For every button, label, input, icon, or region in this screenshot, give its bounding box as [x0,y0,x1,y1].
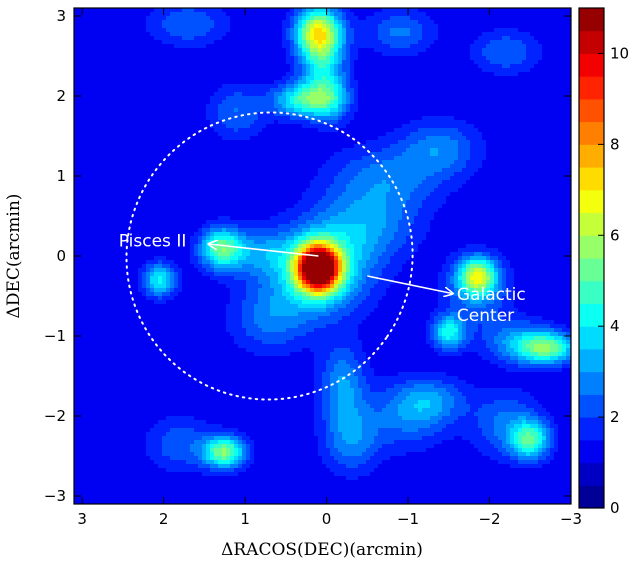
colorbar-band [579,348,604,373]
colorbar-band [579,280,604,304]
x-tick-label: 3 [77,510,87,528]
annotation-label: Galactic [457,285,526,305]
y-tick-label: 0 [56,247,66,265]
annotation-label: Pisces II [119,231,187,251]
colorbar-ticks: 0 2 4 6 8 10 [598,44,629,517]
colorbar-band [579,212,604,236]
x-tick-label: 1 [240,510,250,528]
x-tick-label: 0 [322,510,332,528]
colorbar-band [579,8,604,32]
colorbar-band [579,144,604,168]
colorbar-band [579,98,604,123]
colorbar-frame [578,7,605,509]
colorbar-band [579,371,604,395]
y-tick-label: −3 [44,487,66,505]
colorbar-tick-label: 0 [610,499,620,517]
contour-field [74,8,571,504]
colorbar-tick-label: 8 [610,135,620,153]
colorbar-band [579,258,604,282]
y-tick-label: 2 [56,87,66,105]
x-axis-title: ΔRACOS(DEC)(arcmin) [221,540,423,560]
colorbar-band [579,121,604,145]
ellipse-outline [125,111,414,401]
y-tick-label: 3 [56,7,66,25]
survey-ellipse [125,111,414,401]
colorbar-band [579,485,604,509]
y-tick-label: −1 [44,327,66,345]
x-tick-label: 2 [159,510,169,528]
colorbar-tick-label: 2 [610,408,620,426]
colorbar-band [579,189,604,214]
colorbar-tick-label: 10 [610,44,629,62]
colorbar-tick-label: 4 [610,317,620,335]
x-tick-label: −1 [397,510,419,528]
y-tick-label: 1 [56,167,66,185]
colorbar-band [579,53,604,77]
colorbar-band [579,167,604,191]
colorbar-band [579,394,604,418]
colorbar-band [579,30,604,54]
colorbar: 0 2 4 6 8 10 [578,7,629,517]
colorbar-band [579,303,604,327]
annotation-arrow [367,275,453,294]
colorbar-tick-label: 6 [610,226,620,244]
y-axis: −3 −2 −1 0 1 2 3 [44,7,571,505]
annotation-label-line2: Center [457,306,514,326]
colorbar-band [579,76,604,100]
annotation-arrow [208,244,319,257]
colorbar-band [579,326,604,350]
x-tick-label: −3 [560,510,582,528]
colorbar-band [579,439,604,464]
colorbar-band [579,462,604,486]
x-tick-label: −2 [478,510,500,528]
x-axis: 3 2 1 0 −1 −2 −3 [77,8,582,528]
colorbar-bands [579,8,604,509]
colorbar-band [579,235,604,259]
y-axis-title: ΔDEC(arcmin) [4,194,24,319]
colorbar-band [579,417,604,441]
y-tick-label: −2 [44,407,66,425]
